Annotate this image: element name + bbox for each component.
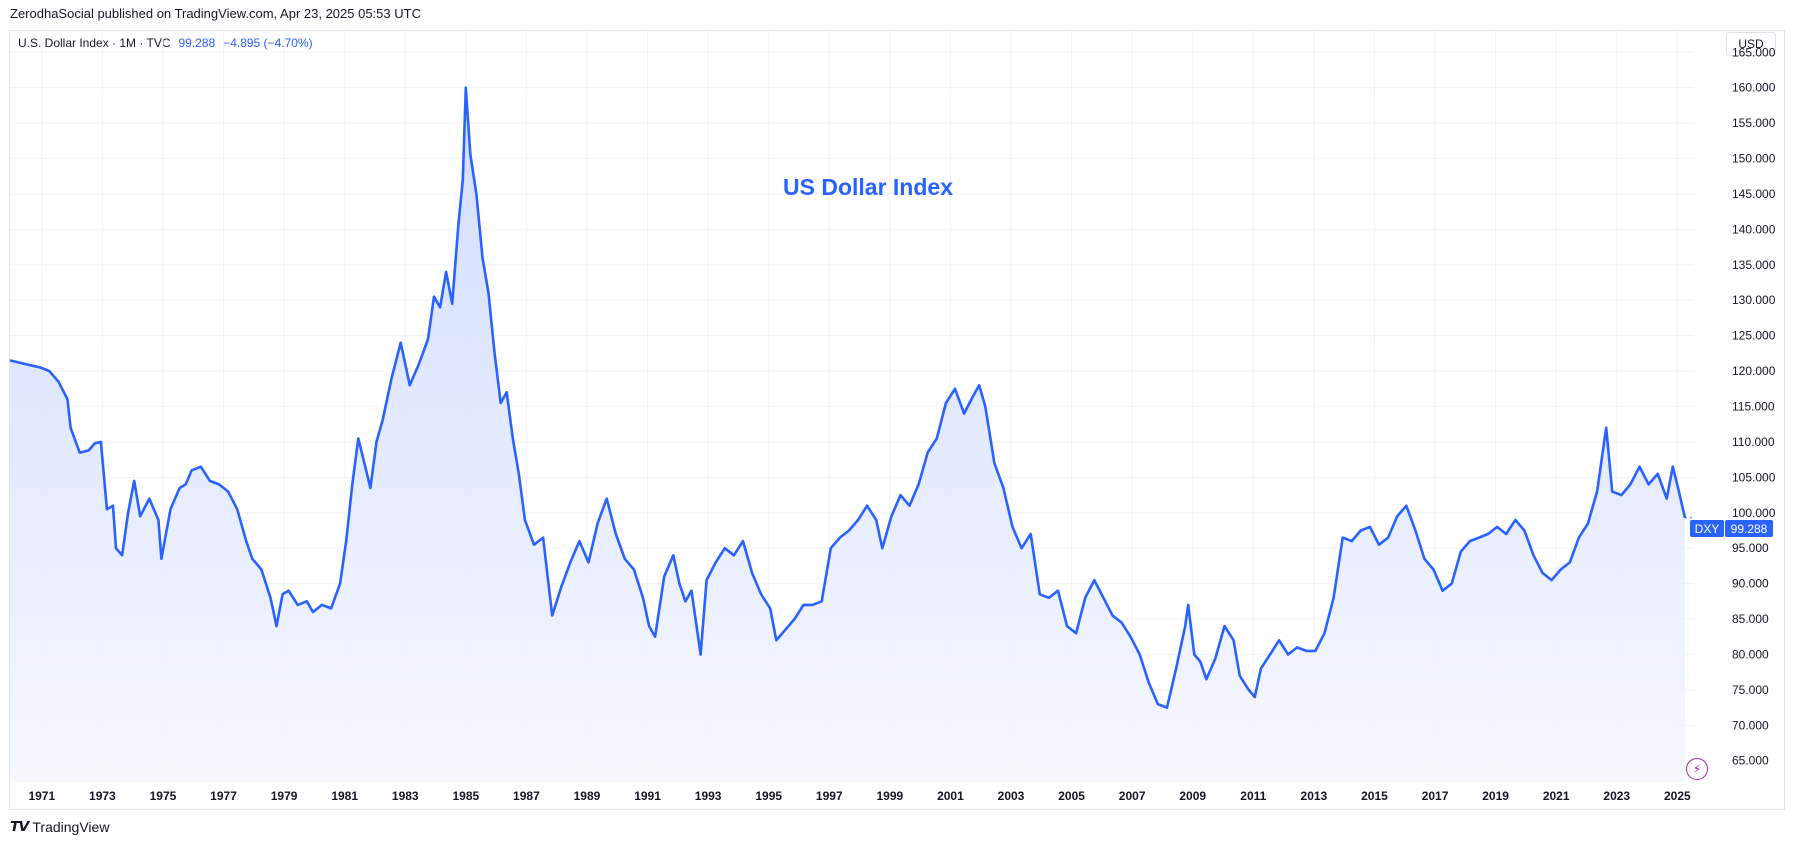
tradingview-logo-icon: 𝙏𝙑 <box>10 818 29 834</box>
y-tick-label: 70.000 <box>1732 718 1769 732</box>
last-value: 99.288 <box>178 36 216 50</box>
price-line[interactable] <box>9 86 1687 709</box>
last-price-symbol: DXY <box>1695 522 1720 536</box>
y-tick-label: 155.000 <box>1732 116 1776 130</box>
published-line: ZerodhaSocial published on TradingView.c… <box>10 6 421 21</box>
x-tick-label: 2007 <box>1119 789 1146 803</box>
y-tick-label: 120.000 <box>1732 364 1776 378</box>
last-price-label: DXY 99.288 <box>1690 520 1773 537</box>
x-tick-label: 2003 <box>998 789 1025 803</box>
area-fill <box>10 87 1685 782</box>
x-tick-label: 1971 <box>28 789 55 803</box>
y-tick-label: 75.000 <box>1732 683 1769 697</box>
y-tick-label: 145.000 <box>1732 187 1776 201</box>
x-tick-label: 1991 <box>634 789 661 803</box>
y-tick-label: 95.000 <box>1732 541 1769 555</box>
x-tick-label: 1977 <box>210 789 237 803</box>
x-tick-label: 2025 <box>1664 789 1691 803</box>
y-tick-label: 115.000 <box>1732 400 1775 414</box>
lightning-icon[interactable]: ⚡ <box>1686 758 1708 780</box>
y-tick-label: 160.000 <box>1732 81 1776 95</box>
chart-title: US Dollar Index <box>783 174 953 200</box>
x-tick-label: 1973 <box>89 789 116 803</box>
x-tick-label: 2021 <box>1543 789 1570 803</box>
x-tick-label: 1983 <box>392 789 419 803</box>
x-tick-label: 1979 <box>271 789 298 803</box>
y-tick-label: 110.000 <box>1732 435 1775 449</box>
x-tick-label: 2019 <box>1482 789 1509 803</box>
x-tick-label: 2017 <box>1422 789 1449 803</box>
x-tick-label: 2015 <box>1361 789 1388 803</box>
y-tick-label: 65.000 <box>1732 754 1769 768</box>
y-tick-label: 105.000 <box>1732 470 1776 484</box>
x-tick-label: 2009 <box>1179 789 1206 803</box>
x-tick-label: 1981 <box>331 789 358 803</box>
y-tick-label: 100.000 <box>1732 506 1776 520</box>
brand-name: TradingView <box>32 818 110 835</box>
symbol-legend[interactable]: U.S. Dollar Index · 1M · TVC 99.288 −4.8… <box>18 36 313 50</box>
footer-brand[interactable]: 𝙏𝙑 TradingView <box>10 818 109 835</box>
y-tick-label: 90.000 <box>1732 577 1769 591</box>
x-tick-label: 2005 <box>1058 789 1085 803</box>
y-tick-label: 130.000 <box>1732 293 1776 307</box>
y-axis[interactable]: 165.000 160.000 155.000 150.000 145.000 140.0… <box>1732 45 1776 767</box>
x-tick-label: 1995 <box>755 789 782 803</box>
currency-button[interactable]: USD <box>1726 32 1776 56</box>
x-axis[interactable]: 1971 1973 1975 1977 1979 1981 1983 1985 1987 1989… <box>28 789 1691 803</box>
x-tick-label: 2011 <box>1240 789 1266 803</box>
y-tick-label: 165.000 <box>1732 45 1776 59</box>
chart-frame <box>9 30 1785 810</box>
x-tick-label: 1987 <box>513 789 540 803</box>
y-tick-label: 150.000 <box>1732 152 1776 166</box>
x-tick-label: 1993 <box>695 789 722 803</box>
y-tick-label: 125.000 <box>1732 329 1776 343</box>
y-tick-label: 135.000 <box>1732 258 1776 272</box>
y-tick-label: 140.000 <box>1732 222 1776 236</box>
symbol-title[interactable]: U.S. Dollar Index · 1M · TVC <box>18 36 171 50</box>
y-tick-label: 85.000 <box>1732 612 1769 626</box>
x-tick-label: 2013 <box>1301 789 1328 803</box>
y-tick-label: 80.000 <box>1732 647 1769 661</box>
x-tick-label: 2001 <box>937 789 964 803</box>
x-tick-label: 1999 <box>877 789 904 803</box>
x-tick-label: 1975 <box>150 789 177 803</box>
x-tick-label: 2023 <box>1603 789 1630 803</box>
x-tick-label: 1989 <box>574 789 601 803</box>
change-value: −4.895 (−4.70%) <box>223 36 313 50</box>
x-tick-label: 1985 <box>452 789 479 803</box>
x-tick-label: 1997 <box>816 789 843 803</box>
last-price-value: 99.288 <box>1731 522 1768 536</box>
